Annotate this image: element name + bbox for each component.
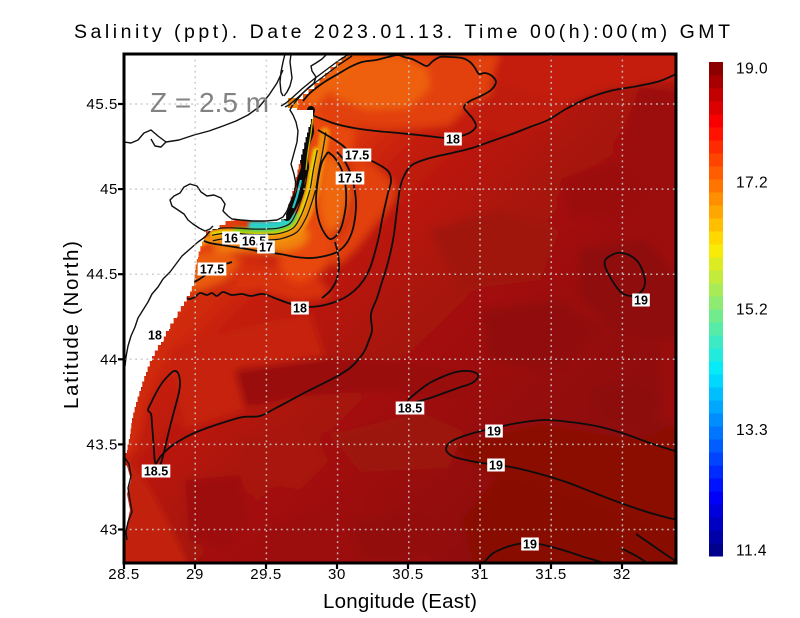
svg-text:Longitude (East): Longitude (East) <box>323 590 477 613</box>
svg-text:44.5: 44.5 <box>86 266 118 283</box>
svg-text:16: 16 <box>224 232 238 246</box>
svg-text:43: 43 <box>100 522 118 539</box>
svg-text:17.5: 17.5 <box>200 263 224 277</box>
svg-text:19.0: 19.0 <box>736 61 768 78</box>
svg-text:29.5: 29.5 <box>250 566 282 583</box>
svg-text:31.5: 31.5 <box>535 566 567 583</box>
svg-text:19: 19 <box>523 538 537 552</box>
svg-text:13.3: 13.3 <box>736 422 768 439</box>
svg-text:32: 32 <box>613 566 631 583</box>
svg-text:17.2: 17.2 <box>736 175 768 192</box>
svg-text:30: 30 <box>328 566 346 583</box>
svg-text:31: 31 <box>471 566 489 583</box>
svg-text:45.5: 45.5 <box>86 96 118 113</box>
svg-text:43.5: 43.5 <box>86 436 118 453</box>
svg-text:Latitude (North): Latitude (North) <box>60 241 83 409</box>
svg-text:19: 19 <box>487 425 501 439</box>
svg-text:18: 18 <box>148 329 162 343</box>
svg-text:30.5: 30.5 <box>392 566 424 583</box>
svg-text:Z = 2.5 m: Z = 2.5 m <box>150 87 269 118</box>
svg-text:18.5: 18.5 <box>398 402 422 416</box>
svg-text:45: 45 <box>100 181 118 198</box>
svg-text:29: 29 <box>186 566 204 583</box>
svg-text:17.5: 17.5 <box>338 172 362 186</box>
svg-text:15.2: 15.2 <box>736 302 768 319</box>
svg-text:19: 19 <box>634 294 648 308</box>
svg-text:18: 18 <box>293 302 307 316</box>
svg-text:18.5: 18.5 <box>144 465 168 479</box>
svg-text:17.5: 17.5 <box>345 149 369 163</box>
svg-text:11.4: 11.4 <box>736 543 767 560</box>
svg-text:28.5: 28.5 <box>108 566 140 583</box>
svg-text:18: 18 <box>446 133 460 147</box>
svg-text:44: 44 <box>100 351 118 368</box>
svg-text:17: 17 <box>259 241 273 255</box>
svg-text:19: 19 <box>489 459 503 473</box>
